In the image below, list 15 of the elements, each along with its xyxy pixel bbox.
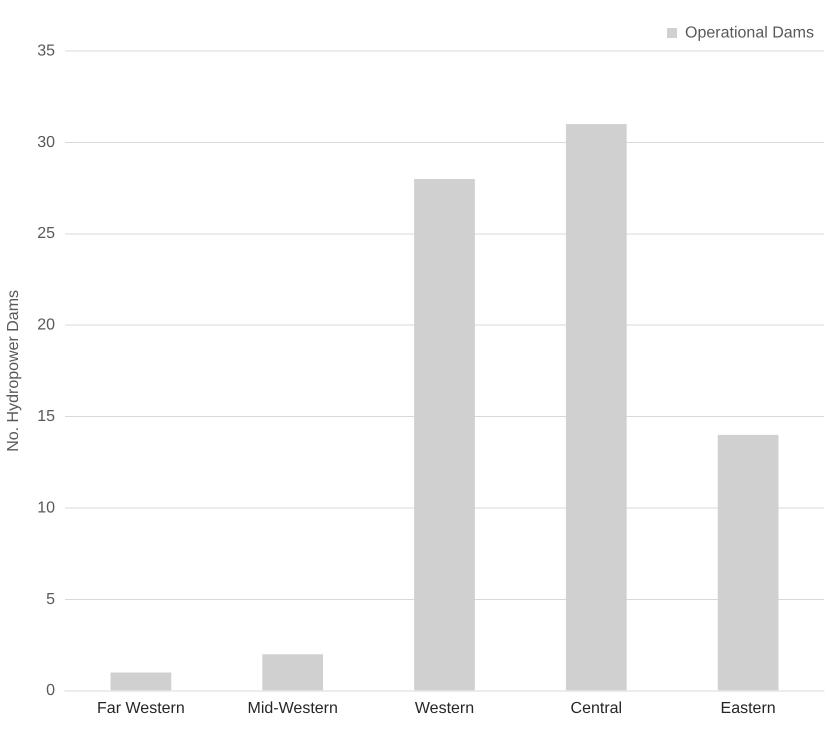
legend-label: Operational Dams xyxy=(685,24,814,42)
x-tick-label: Far Western xyxy=(97,700,185,717)
y-tick-label: 35 xyxy=(37,42,56,60)
y-tick-label: 25 xyxy=(37,225,56,242)
x-tick-label: Mid-Western xyxy=(248,700,338,717)
y-tick-label: 20 xyxy=(37,316,56,334)
y-axis-title: No. Hydropower Dams xyxy=(5,290,22,452)
x-tick-label: Western xyxy=(414,700,474,717)
y-tick-label: 30 xyxy=(37,134,56,151)
y-tick-label: 5 xyxy=(46,590,56,608)
y-tick-label: 0 xyxy=(46,682,56,700)
x-tick-label: Eastern xyxy=(720,700,776,717)
x-tick-label: Central xyxy=(570,700,622,717)
y-tick-label: 15 xyxy=(37,408,56,426)
y-tick-label: 10 xyxy=(37,499,56,516)
